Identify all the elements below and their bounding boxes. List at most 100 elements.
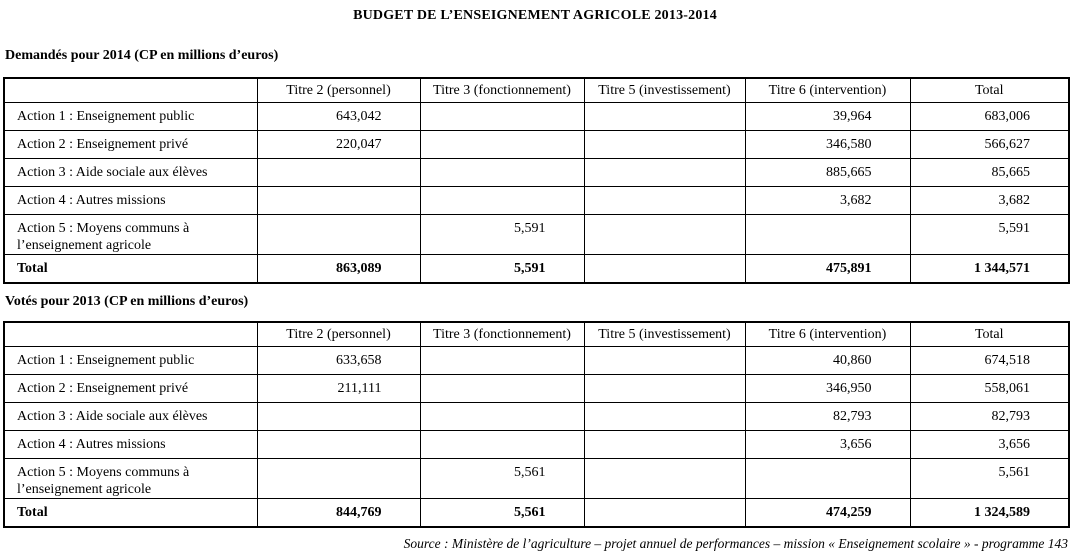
row-label-cell: Total bbox=[3, 498, 258, 528]
table-row-action1: Action 1 : Enseignement public 633,658 4… bbox=[3, 346, 1070, 375]
value-cell-titre2 bbox=[256, 186, 421, 215]
table-row-action5: Action 5 : Moyens communs à l’enseigneme… bbox=[3, 214, 1070, 255]
value-cell-titre6: 40,860 bbox=[744, 346, 911, 375]
header-row: Titre 2 (personnel) Titre 3 (fonctionnem… bbox=[3, 77, 1070, 103]
value-cell-titre2: 844,769 bbox=[256, 498, 421, 528]
table-row-action5: Action 5 : Moyens communs à l’enseigneme… bbox=[3, 458, 1070, 499]
section-heading-demandes-2014: Demandés pour 2014 (CP en millions d’eur… bbox=[5, 48, 279, 63]
header-row: Titre 2 (personnel) Titre 3 (fonctionnem… bbox=[3, 321, 1070, 347]
table-row-action4: Action 4 : Autres missions 3,656 3,656 bbox=[3, 430, 1070, 459]
value-cell-titre3: 5,561 bbox=[419, 458, 585, 499]
column-header-titre3: Titre 3 (fonctionnement) bbox=[419, 321, 585, 347]
value-cell-titre6: 885,665 bbox=[744, 158, 911, 187]
value-cell-total: 5,591 bbox=[909, 214, 1070, 255]
value-cell-titre5 bbox=[583, 402, 746, 431]
value-cell-total: 5,561 bbox=[909, 458, 1070, 499]
value-cell-titre2 bbox=[256, 402, 421, 431]
row-label-cell: Action 1 : Enseignement public bbox=[3, 346, 258, 375]
value-cell-titre6: 474,259 bbox=[744, 498, 911, 528]
value-cell-titre6: 3,682 bbox=[744, 186, 911, 215]
value-cell-titre2: 633,658 bbox=[256, 346, 421, 375]
budget-table-2014: Titre 2 (personnel) Titre 3 (fonctionnem… bbox=[3, 77, 1070, 284]
section-heading-votes-2013: Votés pour 2013 (CP en millions d’euros) bbox=[5, 294, 249, 309]
value-cell-titre5 bbox=[583, 186, 746, 215]
value-cell-total: 566,627 bbox=[909, 130, 1070, 159]
value-cell-titre2 bbox=[256, 158, 421, 187]
table-row-action2: Action 2 : Enseignement privé 220,047 34… bbox=[3, 130, 1070, 159]
value-cell-total: 3,682 bbox=[909, 186, 1070, 215]
value-cell-titre2 bbox=[256, 458, 421, 499]
value-cell-total: 1 344,571 bbox=[909, 254, 1070, 284]
value-cell-titre3 bbox=[419, 186, 585, 215]
value-cell-titre5 bbox=[583, 430, 746, 459]
value-cell-titre6: 346,950 bbox=[744, 374, 911, 403]
value-cell-titre3 bbox=[419, 430, 585, 459]
value-cell-titre2: 863,089 bbox=[256, 254, 421, 284]
value-cell-titre6 bbox=[744, 214, 911, 255]
value-cell-titre5 bbox=[583, 130, 746, 159]
row-label-cell: Action 5 : Moyens communs à l’enseigneme… bbox=[3, 458, 258, 499]
row-label-cell: Action 4 : Autres missions bbox=[3, 430, 258, 459]
value-cell-titre2: 220,047 bbox=[256, 130, 421, 159]
value-cell-titre2: 643,042 bbox=[256, 102, 421, 131]
table-row-action3: Action 3 : Aide sociale aux élèves 885,6… bbox=[3, 158, 1070, 187]
value-cell-titre6 bbox=[744, 458, 911, 499]
value-cell-titre5 bbox=[583, 374, 746, 403]
value-cell-total: 3,656 bbox=[909, 430, 1070, 459]
value-cell-titre3: 5,561 bbox=[419, 498, 585, 528]
column-header-titre6: Titre 6 (intervention) bbox=[744, 321, 911, 347]
source-note: Source : Ministère de l’agriculture – pr… bbox=[403, 536, 1068, 551]
table-row-action1: Action 1 : Enseignement public 643,042 3… bbox=[3, 102, 1070, 131]
value-cell-titre5 bbox=[583, 158, 746, 187]
row-label-cell: Action 3 : Aide sociale aux élèves bbox=[3, 158, 258, 187]
value-cell-total: 674,518 bbox=[909, 346, 1070, 375]
value-cell-titre3 bbox=[419, 346, 585, 375]
value-cell-titre3 bbox=[419, 158, 585, 187]
value-cell-total: 1 324,589 bbox=[909, 498, 1070, 528]
value-cell-titre5 bbox=[583, 346, 746, 375]
table-row-total: Total 863,089 5,591 475,891 1 344,571 bbox=[3, 254, 1070, 284]
value-cell-titre2: 211,111 bbox=[256, 374, 421, 403]
table-row-action2: Action 2 : Enseignement privé 211,111 34… bbox=[3, 374, 1070, 403]
row-label-cell: Action 5 : Moyens communs à l’enseigneme… bbox=[3, 214, 258, 255]
value-cell-titre3 bbox=[419, 130, 585, 159]
value-cell-titre6: 475,891 bbox=[744, 254, 911, 284]
value-cell-titre2 bbox=[256, 214, 421, 255]
value-cell-total: 558,061 bbox=[909, 374, 1070, 403]
row-label-cell: Action 2 : Enseignement privé bbox=[3, 374, 258, 403]
column-header-titre5: Titre 5 (investissement) bbox=[583, 321, 746, 347]
column-header-titre2: Titre 2 (personnel) bbox=[256, 77, 421, 103]
column-header-total: Total bbox=[909, 77, 1070, 103]
table-row-action4: Action 4 : Autres missions 3,682 3,682 bbox=[3, 186, 1070, 215]
table-row-action3: Action 3 : Aide sociale aux élèves 82,79… bbox=[3, 402, 1070, 431]
row-label-cell: Action 4 : Autres missions bbox=[3, 186, 258, 215]
value-cell-total: 85,665 bbox=[909, 158, 1070, 187]
column-header-total: Total bbox=[909, 321, 1070, 347]
value-cell-titre3: 5,591 bbox=[419, 254, 585, 284]
value-cell-titre5 bbox=[583, 214, 746, 255]
value-cell-titre2 bbox=[256, 430, 421, 459]
value-cell-titre3 bbox=[419, 374, 585, 403]
value-cell-titre6: 82,793 bbox=[744, 402, 911, 431]
value-cell-titre6: 3,656 bbox=[744, 430, 911, 459]
value-cell-titre6: 39,964 bbox=[744, 102, 911, 131]
column-header-action bbox=[3, 321, 258, 347]
value-cell-titre5 bbox=[583, 254, 746, 284]
value-cell-titre5 bbox=[583, 458, 746, 499]
value-cell-total: 82,793 bbox=[909, 402, 1070, 431]
row-label-cell: Action 2 : Enseignement privé bbox=[3, 130, 258, 159]
value-cell-total: 683,006 bbox=[909, 102, 1070, 131]
value-cell-titre3: 5,591 bbox=[419, 214, 585, 255]
value-cell-titre3 bbox=[419, 102, 585, 131]
value-cell-titre5 bbox=[583, 498, 746, 528]
row-label-cell: Action 3 : Aide sociale aux élèves bbox=[3, 402, 258, 431]
column-header-titre6: Titre 6 (intervention) bbox=[744, 77, 911, 103]
value-cell-titre5 bbox=[583, 102, 746, 131]
column-header-action bbox=[3, 77, 258, 103]
column-header-titre5: Titre 5 (investissement) bbox=[583, 77, 746, 103]
column-header-titre2: Titre 2 (personnel) bbox=[256, 321, 421, 347]
document-title: BUDGET DE L’ENSEIGNEMENT AGRICOLE 2013-2… bbox=[353, 8, 717, 23]
column-header-titre3: Titre 3 (fonctionnement) bbox=[419, 77, 585, 103]
row-label-cell: Action 1 : Enseignement public bbox=[3, 102, 258, 131]
